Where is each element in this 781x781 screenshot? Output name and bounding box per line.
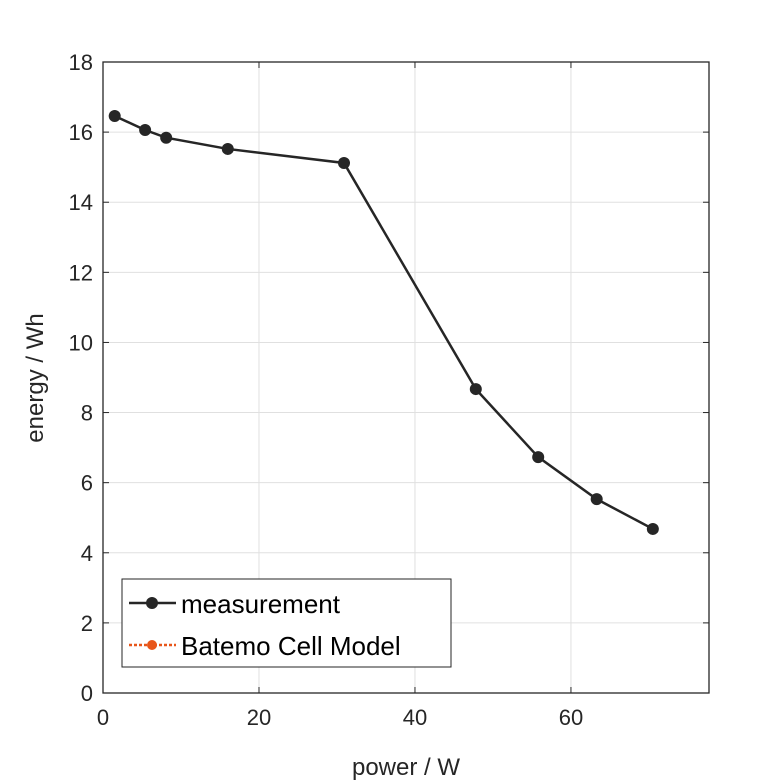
legend-marker-measurement	[146, 597, 158, 609]
series	[108, 109, 659, 535]
y-tick-label: 10	[69, 330, 93, 355]
legend-marker-batemo	[147, 640, 157, 650]
legend-label-batemo: Batemo Cell Model	[181, 631, 401, 661]
data-point	[469, 383, 482, 396]
legend-label-measurement: measurement	[181, 589, 341, 619]
y-tick-label: 2	[81, 611, 93, 636]
x-tick-label: 20	[247, 705, 271, 730]
y-tick-label: 18	[69, 50, 93, 75]
data-point	[108, 109, 121, 122]
y-tick-label: 12	[69, 260, 93, 285]
data-point	[221, 142, 234, 155]
legend: measurement Batemo Cell Model	[121, 578, 452, 668]
series-line-0	[114, 114, 654, 531]
x-tick-label: 0	[97, 705, 109, 730]
y-tick-label: 6	[81, 471, 93, 496]
x-axis-label: power / W	[352, 754, 460, 781]
y-tick-label: 4	[81, 541, 93, 566]
data-point	[337, 156, 350, 169]
y-tick-label: 0	[81, 681, 93, 706]
plot-area-frame	[102, 61, 710, 694]
x-tick-label: 40	[403, 705, 427, 730]
y-tick-label: 16	[69, 120, 93, 145]
data-point	[139, 124, 152, 137]
y-tick-label: 14	[69, 190, 93, 215]
data-point	[532, 451, 545, 464]
y-axis-label: energy / Wh	[22, 313, 49, 442]
y-tick-label: 8	[81, 401, 93, 426]
data-point	[590, 493, 603, 506]
ticks: 0 20 40 60 0 2 4 6 8 10 12 14 16 18	[69, 50, 709, 730]
x-tick-label: 60	[559, 705, 583, 730]
legend-box	[121, 578, 452, 668]
data-point	[160, 131, 173, 144]
data-point	[646, 522, 659, 535]
